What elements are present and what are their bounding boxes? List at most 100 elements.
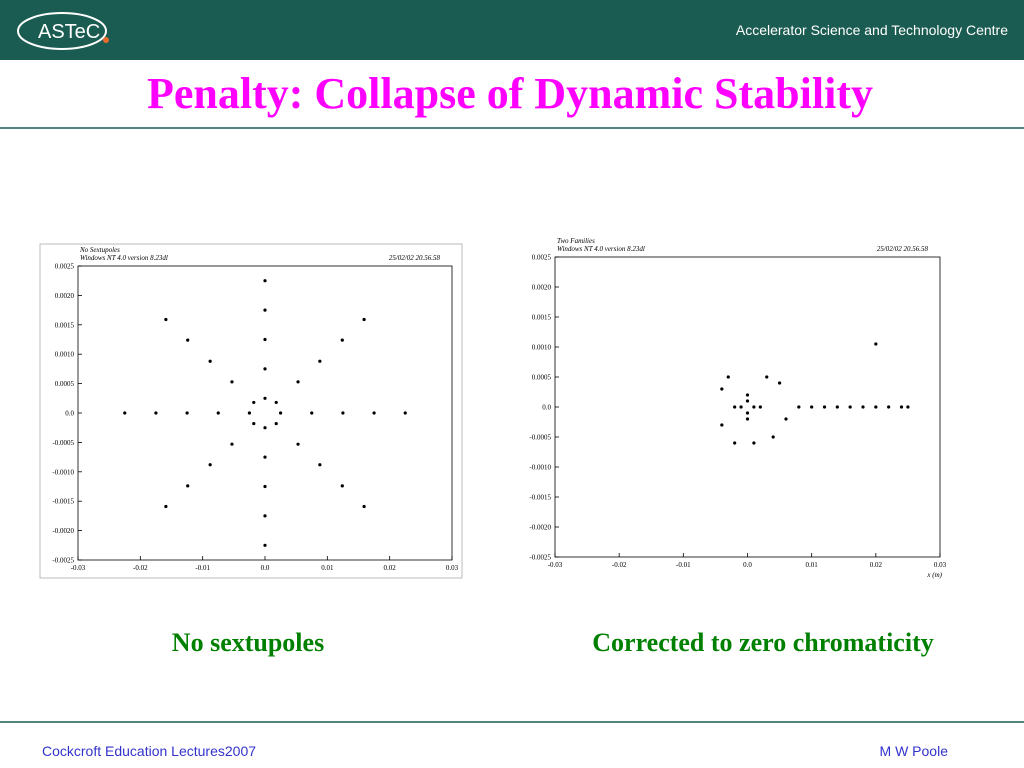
point [758,405,762,409]
point [263,367,267,371]
point [887,405,891,409]
point [164,504,168,509]
point [340,338,344,342]
point [263,514,267,518]
point [263,279,267,283]
caption: Corrected to zero chromaticity [592,628,933,657]
point [752,441,756,445]
point [810,405,814,409]
y-tick-label: -0.0020 [529,524,551,532]
footer-left: Cockcroft Education Lectures2007 [42,743,256,759]
x-tick-label: 0.01 [806,561,819,569]
point [822,405,827,409]
y-tick-label: 0.0010 [532,344,552,352]
point [739,405,743,409]
y-tick-label: 0.0015 [532,314,552,322]
y-tick-label: 0.0010 [55,351,75,359]
point [123,411,127,415]
point [252,421,256,426]
point [745,399,750,403]
point [318,463,322,467]
point [745,411,750,415]
y-tick-label: -0.0005 [529,434,551,442]
x-tick-label: -0.03 [548,561,563,569]
point [186,338,190,342]
plot-note: Windows NT 4.0 version 8.23dl [557,245,645,253]
point [340,484,344,488]
point [720,423,724,427]
plot-frame [554,256,941,558]
point [247,411,252,415]
footer-right: M W Poole [880,743,949,759]
y-tick-label: -0.0025 [52,557,74,565]
point [208,359,212,363]
organization: Accelerator Science and Technology Centr… [736,22,1008,38]
point [848,405,852,409]
point [186,484,190,488]
point [310,411,314,415]
caption: No sextupoles [172,628,324,657]
y-tick-label: 0.0025 [55,263,75,271]
point [403,411,407,415]
y-tick-label: 0.0020 [532,284,552,292]
point [733,441,737,445]
y-tick-label: 0.0015 [55,321,75,329]
plot-note: Windows NT 4.0 version 8.23dl [80,254,168,262]
y-tick-label: 0.0005 [532,374,552,382]
x-tick-label: 0.0 [743,561,752,569]
point [263,484,267,489]
y-tick-label: 0.0 [542,404,551,412]
x-tick-label: -0.01 [195,564,210,572]
point [745,393,750,397]
point [263,455,267,459]
point [777,381,782,385]
point [720,387,724,391]
y-tick-label: -0.0015 [529,494,551,502]
y-tick-label: -0.0020 [52,527,74,535]
logo-ring [17,12,107,50]
point [318,359,322,363]
x-tick-label: -0.03 [71,564,86,572]
point [797,405,801,409]
header-bar [0,0,1024,60]
point [263,543,267,547]
x-tick-label: 0.0 [261,564,270,572]
y-tick-label: 0.0005 [55,380,75,388]
point [726,375,730,379]
logo-dot [103,37,109,43]
point [372,411,376,415]
point [874,342,878,346]
slide-title: Penalty: Collapse of Dynamic Stability [147,69,873,118]
point [874,405,878,409]
point [341,411,345,415]
x-tick-label: 0.03 [446,564,459,572]
plot-note: No Sextupoles [79,246,120,254]
point [771,435,775,439]
point [296,380,300,384]
x-tick-label: 0.02 [870,561,883,569]
y-tick-label: -0.0010 [529,464,551,472]
y-tick-label: -0.0010 [52,468,74,476]
point [208,463,212,467]
plot-note: Two Families [557,237,595,245]
point [906,405,910,409]
point [733,405,737,409]
point [230,380,234,384]
y-tick-label: 0.0 [65,410,74,418]
x-axis-label: x (m) [926,571,942,579]
point [362,317,366,322]
point [154,411,158,415]
point [252,400,256,405]
x-tick-label: -0.01 [676,561,691,569]
y-tick-label: 0.0025 [532,254,552,262]
point [263,308,267,312]
point [784,417,788,421]
point [164,317,168,322]
y-tick-label: 0.0020 [55,292,75,300]
point [278,411,283,415]
point [899,405,904,409]
y-tick-label: -0.0005 [52,439,74,447]
point [274,421,278,426]
